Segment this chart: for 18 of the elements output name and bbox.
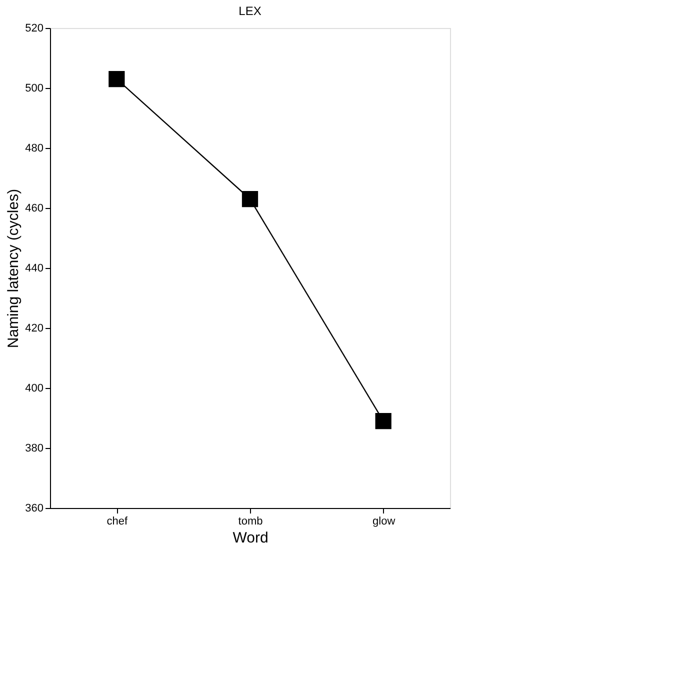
y-axis-title: Naming latency (cycles) (5, 188, 22, 348)
y-tick-label: 360 (25, 502, 44, 514)
point (375, 412, 392, 430)
y-tick-label: 500 (25, 82, 44, 94)
x-tick-label: tomb (238, 516, 263, 528)
point (108, 70, 125, 88)
x-axis-title: Word (232, 530, 268, 546)
x-tick-label: chef (106, 516, 129, 528)
x-tick-label: glow (372, 516, 396, 528)
y-tick-label: 520 (25, 22, 44, 34)
y-tick-label: 400 (25, 382, 44, 394)
point (242, 190, 258, 208)
y-tick-label: 440 (25, 262, 44, 274)
y-tick-label: 380 (25, 442, 44, 454)
y-tick-label: 420 (25, 322, 44, 334)
y-tick-label: 480 (25, 142, 44, 154)
y-tick-label: 460 (25, 202, 44, 214)
chart-title: LEX (238, 4, 262, 18)
